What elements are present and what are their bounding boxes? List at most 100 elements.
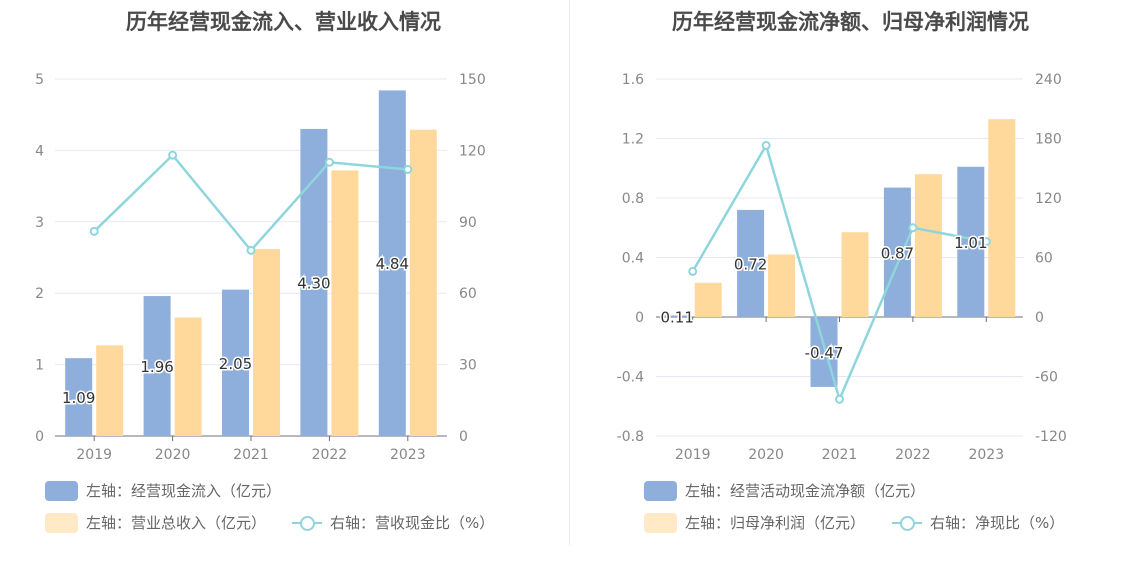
legend-swatch-blue	[45, 480, 78, 501]
chart-panel-1: 0 1 2 3 4 5 0 30 60 90 120 150 2019 2020 2021 2022 2023 1…	[35, 10, 494, 533]
bar-orange	[96, 345, 124, 436]
right-axis-tick-label: 60	[1035, 251, 1053, 267]
chart-title-2: 历年经营现金流净额、归母净利润情况	[672, 10, 1029, 34]
right-axis-tick-label: 30	[459, 358, 477, 374]
bar-data-label: 0.72	[734, 255, 767, 273]
bar-blue	[663, 315, 691, 317]
bar-data-label: -0.47	[805, 344, 844, 362]
legend-label: 右轴：净现比（%）	[930, 514, 1065, 532]
legend-swatch-orange	[45, 512, 78, 533]
legend-item-net-cash-ratio[interactable]: 右轴：净现比（%）	[892, 512, 1064, 533]
x-axis-tick-label: 2020	[155, 447, 191, 463]
bar-data-label: 4.84	[376, 255, 409, 273]
bar-data-label: 0.87	[881, 244, 914, 262]
left-axis-tick-label: 5	[35, 72, 44, 88]
right-axis-tick-label: 120	[459, 143, 486, 159]
bar-orange	[253, 248, 280, 436]
chart-title-1: 历年经营现金流入、营业收入情况	[126, 10, 441, 34]
x-axis-tick-label: 2019	[675, 447, 711, 463]
chart-svg-2: -0.8 -0.4 0 0.4 0.8 1.2 1.6 -120 -60 0 60 120 180 240…	[617, 72, 1067, 463]
line-point	[324, 157, 334, 167]
left-axis-tick-label: 1	[35, 358, 44, 374]
bar-blue	[883, 187, 911, 317]
x-axis-tick-label: 2021	[822, 447, 858, 463]
bar-orange	[988, 119, 1016, 317]
bar-blue	[737, 209, 765, 317]
legend-label: 右轴：营收现金比（%）	[330, 514, 495, 532]
left-axis-tick-label: 2	[35, 286, 44, 302]
right-axis-tick-label: 0	[459, 429, 468, 445]
left-axis-tick-label: 4	[35, 143, 44, 159]
bar-data-label: 2.05	[219, 355, 252, 373]
line-point	[688, 266, 698, 276]
left-axis-tick-label: 3	[35, 215, 44, 231]
legend-swatch-blue	[644, 480, 677, 501]
left-axis-tick-label: -0.4	[617, 370, 644, 386]
bar-orange	[841, 232, 869, 317]
bar-blue	[65, 358, 93, 436]
right-axis-tick-label: 0	[1035, 310, 1044, 326]
line-point	[246, 245, 256, 255]
right-axis-tick-label: 150	[459, 72, 486, 88]
legend-item-net-profit[interactable]: 左轴：归母净利润（亿元）	[644, 512, 865, 533]
line-point	[761, 140, 771, 150]
legend-label: 左轴：营业总收入（亿元）	[86, 514, 267, 532]
line-point	[835, 394, 844, 404]
left-axis-tick-label: 0	[635, 310, 644, 326]
left-axis-tick-label: 0.4	[622, 251, 644, 267]
series-line	[93, 153, 408, 253]
bar-blue	[378, 90, 406, 436]
x-axis-tick-label: 2023	[968, 447, 1004, 463]
bar-data-label: 4.30	[297, 274, 330, 292]
right-axis-tick-label: 120	[1035, 191, 1062, 207]
bar-orange	[768, 254, 796, 317]
right-axis-tick-label: -120	[1035, 429, 1067, 445]
right-axis-tick-label: 240	[1035, 72, 1062, 88]
legend-line-icon	[892, 513, 922, 533]
x-axis-tick-label: 2020	[748, 447, 784, 463]
bar-blue	[222, 289, 249, 436]
bar-orange	[914, 174, 942, 317]
bar-data-label: 1.01	[954, 234, 987, 252]
x-axis-tick-label: 2019	[76, 447, 112, 463]
bar-orange	[409, 129, 437, 436]
line-point	[981, 237, 991, 247]
line-point	[89, 226, 99, 236]
legend-label: 左轴：经营现金流入（亿元）	[86, 482, 282, 500]
right-axis-tick-label: 180	[1035, 132, 1062, 148]
legend-label: 左轴：归母净利润（亿元）	[685, 514, 866, 532]
panel-divider	[569, 0, 570, 545]
x-axis-tick-label: 2022	[312, 447, 348, 463]
bar-data-label: 1.96	[140, 358, 173, 376]
chart-panel-2: -0.8 -0.4 0 0.4 0.8 1.2 1.6 -120 -60 0 60 120 180 240…	[567, 0, 1134, 582]
left-axis-tick-label: -0.8	[617, 429, 644, 445]
bar-data-label: 1.09	[62, 389, 95, 407]
line-point	[908, 223, 918, 233]
legend-item-cash-inflow[interactable]: 左轴：经营现金流入（亿元）	[45, 480, 281, 501]
right-axis-tick-label: 90	[459, 215, 477, 231]
left-axis-tick-label: 0.8	[622, 191, 644, 207]
bar-orange	[174, 317, 202, 436]
left-axis-tick-label: 1.2	[622, 132, 644, 148]
x-axis-tick-label: 2022	[895, 447, 931, 463]
legend-swatch-orange	[644, 512, 677, 533]
legend-line-icon	[292, 513, 322, 533]
legend-item-ratio[interactable]: 右轴：营收现金比（%）	[292, 512, 494, 533]
left-axis-tick-label: 0	[35, 429, 44, 445]
bar-blue	[957, 166, 985, 317]
line-point	[168, 150, 178, 160]
x-axis-tick-label: 2023	[390, 447, 426, 463]
bar-blue	[143, 296, 171, 436]
legend-item-net-cash-flow[interactable]: 左轴：经营活动现金流净额（亿元）	[644, 480, 925, 501]
left-axis-tick-label: 1.6	[622, 72, 644, 88]
line-point	[403, 164, 413, 174]
right-axis-tick-label: 60	[459, 286, 477, 302]
legend-label: 左轴：经营活动现金流净额（亿元）	[685, 482, 926, 500]
chart-svg-1: 0 1 2 3 4 5 0 30 60 90 120 150 2019 2020 2021 2022 2023 1…	[35, 72, 486, 463]
bar-data-label: 0.11	[660, 308, 693, 326]
bar-orange	[694, 282, 722, 317]
right-axis-tick-label: -60	[1035, 370, 1058, 386]
legend-item-revenue[interactable]: 左轴：营业总收入（亿元）	[45, 512, 266, 533]
x-axis-tick-label: 2021	[233, 447, 269, 463]
bar-orange	[331, 170, 359, 436]
